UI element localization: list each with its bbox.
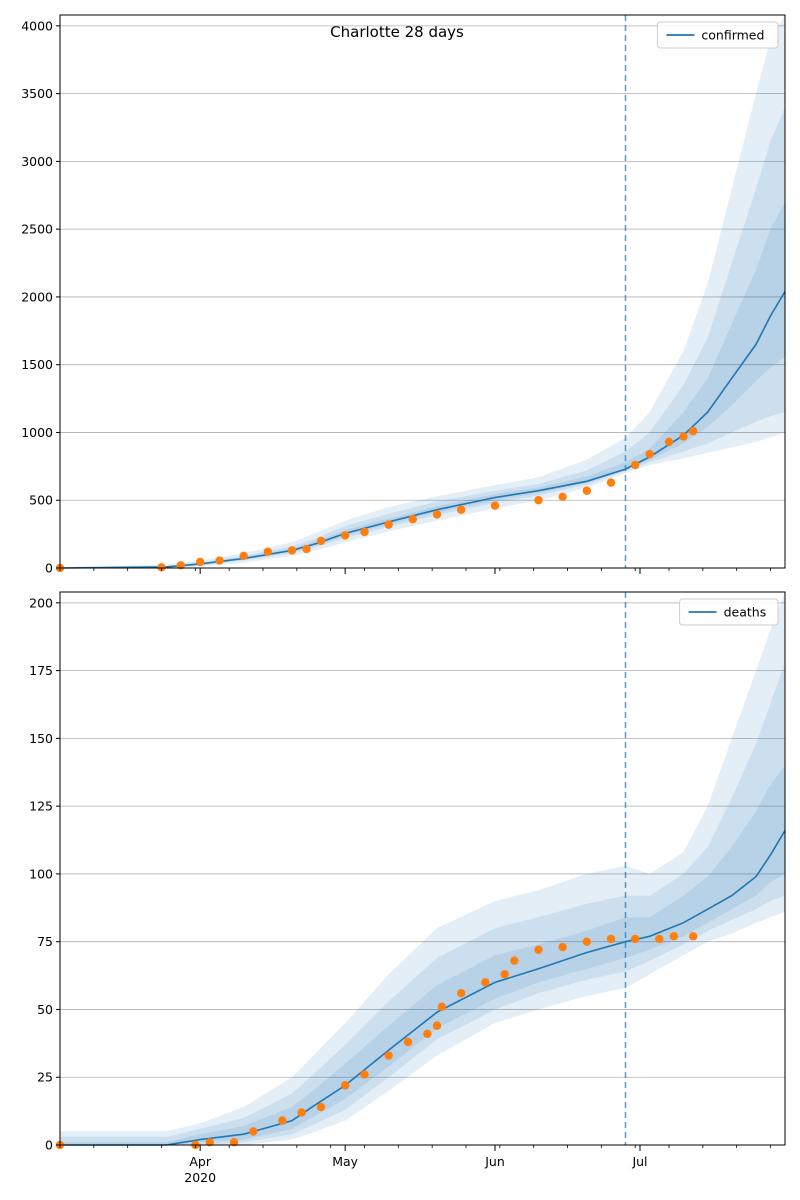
confirmed-observed-point [688, 426, 698, 436]
confirmed-legend-label: confirmed [701, 28, 764, 43]
deaths-ytick-label: 0 [45, 1138, 53, 1153]
confirmed-uncertainty-band [60, 107, 785, 568]
deaths-ytick-label: 200 [29, 595, 53, 610]
deaths-observed-point [229, 1138, 239, 1147]
deaths-ytick-label: 75 [37, 934, 53, 949]
confirmed-observed-point [645, 449, 654, 459]
deaths-ytick-label: 175 [29, 663, 53, 678]
confirmed-ytick-label: 3000 [21, 154, 53, 169]
deaths-ytick-label: 25 [37, 1070, 53, 1085]
confirmed-observed-point [432, 510, 442, 519]
confirmed-ytick-label: 1000 [21, 425, 53, 440]
deaths-legend-label: deaths [724, 605, 767, 620]
deaths-observed-point [630, 934, 640, 944]
deaths-observed-point [432, 1021, 442, 1030]
xtick-sublabel: 2020 [184, 1170, 216, 1185]
confirmed-observed-point [287, 546, 297, 555]
confirmed-ytick-label: 0 [45, 561, 53, 576]
confirmed-observed-point [176, 561, 186, 570]
deaths-observed-point [316, 1102, 326, 1112]
deaths-observed-point [510, 956, 519, 965]
confirmed-observed-point [679, 432, 688, 441]
deaths-uncertainty-band [60, 662, 785, 1145]
confirmed-observed-point [534, 496, 543, 505]
xtick-label: Jun [484, 1154, 505, 1169]
deaths-observed-point [500, 970, 509, 979]
confirmed-observed-point [664, 437, 674, 447]
deaths-observed-point [340, 1081, 350, 1090]
confirmed-observed-point [606, 478, 616, 487]
deaths-observed-point [655, 934, 664, 944]
deaths-observed-point [456, 988, 466, 998]
deaths-legend-box [679, 598, 779, 626]
confirmed-observed-point [195, 557, 205, 567]
deaths-observed-point [437, 1002, 447, 1011]
confirmed-observed-point [630, 460, 640, 470]
confirmed-observed-point [239, 551, 248, 561]
deaths-observed-point [606, 934, 616, 944]
deaths-ytick-label: 150 [29, 731, 53, 746]
confirmed-observed-point [582, 486, 592, 495]
confirmed-ytick-label: 2500 [21, 222, 53, 237]
deaths-observed-point [297, 1108, 306, 1117]
deaths-observed-point [534, 945, 543, 955]
confirmed-ytick-label: 4000 [21, 18, 53, 33]
confirmed-observed-point [215, 556, 224, 565]
deaths-observed-point [360, 1070, 369, 1079]
confirmed-uncertainty-band [60, 15, 785, 568]
confirmed-observed-point [408, 515, 418, 524]
deaths-observed-point [481, 978, 490, 987]
deaths-axes-frame [59, 591, 786, 1146]
deaths-ytick-label: 100 [29, 866, 53, 881]
confirmed-observed-point [384, 520, 393, 529]
confirmed-observed-point [263, 547, 273, 556]
chart-title: Charlotte 28 days [330, 23, 464, 41]
confirmed-ytick-label: 2000 [21, 289, 53, 304]
xtick-label: May [332, 1154, 358, 1169]
deaths-observed-point [278, 1116, 287, 1125]
confirmed-observed-point [558, 492, 567, 502]
confirmed-panel: 0 500 1000 1500 2000 2500 3000 3500 4000 confirme… [21, 14, 786, 576]
xtick-label: Jul [631, 1154, 647, 1169]
deaths-ytick-label: 125 [29, 799, 53, 814]
confirmed-observed-point [456, 505, 466, 514]
confirmed-ytick-label: 3500 [21, 86, 53, 101]
deaths-observed-point [688, 932, 698, 941]
deaths-uncertainty-band [60, 592, 785, 1145]
deaths-observed-point [384, 1051, 393, 1060]
deaths-observed-point [558, 942, 567, 952]
deaths-observed-point [403, 1037, 413, 1047]
confirmed-observed-point [360, 527, 369, 537]
confirmed-observed-point [490, 501, 500, 510]
xtick-label: Apr [189, 1154, 211, 1169]
deaths-observed-point [669, 932, 679, 941]
confirmed-observed-point [302, 544, 311, 554]
confirmed-ytick-label: 1500 [21, 357, 53, 372]
deaths-ytick-label: 50 [37, 1002, 53, 1017]
deaths-observed-point [423, 1029, 432, 1039]
deaths-observed-point [582, 937, 592, 946]
confirmed-observed-point [157, 563, 166, 572]
confirmed-axes-frame [59, 14, 786, 569]
confirmed-ytick-label: 500 [29, 493, 53, 508]
confirmed-legend-box [656, 21, 779, 49]
confirmed-observed-point [316, 536, 326, 546]
deaths-observed-point [205, 1138, 215, 1147]
deaths-observed-point [249, 1127, 258, 1136]
confirmed-observed-point [340, 531, 350, 540]
confirmed-model-line [59, 291, 786, 569]
